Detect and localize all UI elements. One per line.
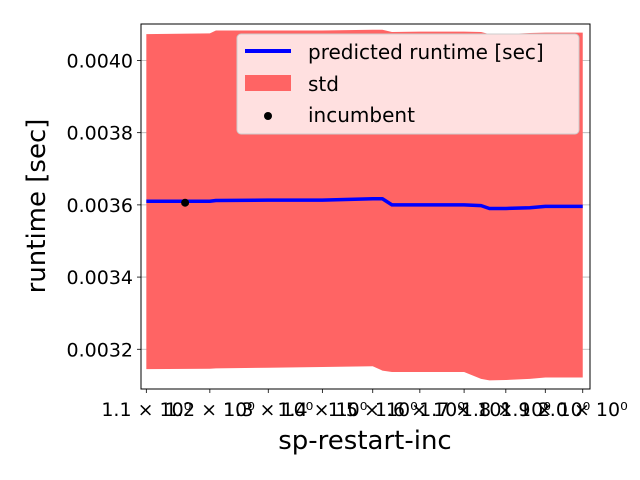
legend-label-std: std — [308, 72, 339, 96]
x-tick-label: 1.3 × 10⁰ — [223, 399, 313, 421]
legend-label-predicted: predicted runtime [sec] — [308, 40, 544, 64]
y-tick-label: 0.0034 — [67, 267, 133, 289]
y-tick-label: 0.0040 — [67, 50, 133, 72]
x-tick-label: 1.5 × 10⁰ — [328, 399, 418, 421]
y-axis-ticks: 0.0032 0.0034 0.0036 0.0038 0.0040 — [67, 50, 141, 361]
incumbent-point — [181, 198, 190, 207]
legend: predicted runtime [sec] std incumbent — [236, 33, 580, 135]
legend-box — [236, 33, 580, 135]
incumbent-layer — [181, 198, 190, 207]
legend-swatch-incumbent — [264, 112, 272, 120]
x-tick-label: 1.6 × 10⁰ — [375, 399, 465, 421]
prediction-line-layer — [146, 196, 583, 211]
x-tick-label: 2.0 × 10⁰ — [538, 399, 628, 421]
y-tick-label: 0.0032 — [67, 339, 133, 361]
y-tick-label: 0.0038 — [67, 123, 133, 145]
x-tick-label: 1.2 × 10⁰ — [165, 399, 255, 421]
legend-label-incumbent: incumbent — [308, 103, 415, 127]
legend-swatch-std — [245, 75, 291, 91]
x-axis-label: sp-restart-inc — [278, 426, 451, 456]
y-tick-label: 0.0036 — [67, 195, 133, 217]
predicted-runtime-line — [146, 196, 583, 211]
x-tick-label: 1.1 × 10⁰ — [101, 399, 191, 421]
y-axis-label: runtime [sec] — [22, 119, 52, 294]
x-tick-label: 1.9 × 10⁰ — [500, 399, 590, 421]
x-tick-label: 1.8 × 10⁰ — [461, 399, 551, 421]
x-tick-label: 1.7 × 10⁰ — [419, 399, 509, 421]
x-tick-label: 1.4 × 10⁰ — [277, 399, 367, 421]
plot-frame — [140, 23, 591, 390]
